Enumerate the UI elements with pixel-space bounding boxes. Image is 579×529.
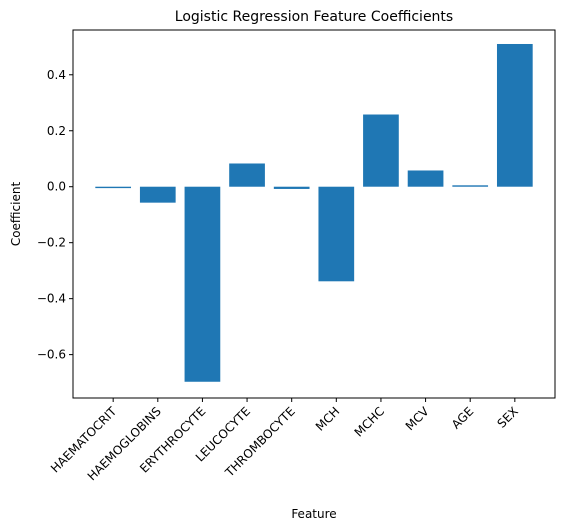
y-tick-label: −0.4	[37, 292, 66, 306]
y-tick-label: 0.2	[47, 124, 66, 138]
bar-haemoglobins	[139, 186, 176, 203]
y-tick-label: −0.2	[37, 236, 66, 250]
plot-frame	[72, 29, 556, 399]
x-tick-label-mch: MCH	[313, 404, 343, 434]
x-tick-label-sex: SEX	[494, 404, 520, 430]
chart-title: Logistic Regression Feature Coefficients	[175, 9, 453, 25]
y-axis: −0.6 −0.4 −0.2 0.0 0.2 0.4	[37, 68, 73, 362]
bar-haematocrit	[95, 186, 132, 189]
x-axis-label: Feature	[291, 507, 336, 521]
bar-leucocyte	[229, 163, 265, 187]
bar-mchc	[363, 114, 399, 187]
x-tick-label-mchc: MCHC	[352, 404, 387, 439]
bar-age	[452, 185, 489, 187]
y-tick-label: 0.4	[47, 68, 66, 82]
bar-mcv	[407, 170, 444, 187]
x-tick-label-mcv: MCV	[403, 404, 433, 434]
bar-mch	[318, 186, 355, 282]
x-tick-label-age: AGE	[449, 404, 476, 431]
bar-erythrocyte	[184, 186, 221, 382]
bar-thrombocyte	[273, 186, 310, 189]
y-tick-label: −0.6	[37, 348, 66, 362]
bars-group	[95, 43, 533, 382]
y-axis-label: Coefficient	[9, 182, 23, 247]
bar-sex	[496, 43, 533, 187]
x-axis: HAEMATOCRITHAEMOGLOBINSERYTHROCYTELEUCOC…	[48, 398, 521, 483]
y-tick-label: 0.0	[47, 180, 66, 194]
